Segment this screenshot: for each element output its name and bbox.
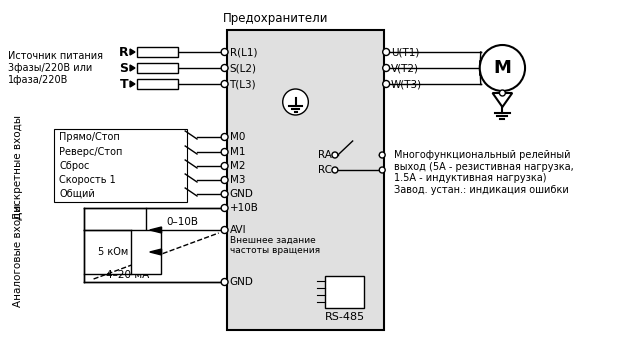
Bar <box>325 276 365 308</box>
Text: Прямо/Стоп: Прямо/Стоп <box>59 132 120 142</box>
Text: M0: M0 <box>229 132 245 142</box>
Circle shape <box>221 226 228 234</box>
Text: S(L2): S(L2) <box>229 63 257 73</box>
Text: S: S <box>119 62 128 75</box>
Text: GND: GND <box>229 189 254 199</box>
Circle shape <box>221 176 228 184</box>
Text: RA: RA <box>318 150 332 160</box>
Text: Аналоговые входы: Аналоговые входы <box>13 203 23 307</box>
Circle shape <box>332 152 338 158</box>
Text: RS-485: RS-485 <box>325 312 365 322</box>
Text: R: R <box>118 45 128 59</box>
Text: Скорость 1: Скорость 1 <box>59 175 116 185</box>
Text: Внешнее задание
частоты вращения: Внешнее задание частоты вращения <box>229 236 320 255</box>
Text: 4–20 мА: 4–20 мА <box>107 270 149 280</box>
Circle shape <box>221 204 228 212</box>
Circle shape <box>283 89 308 115</box>
Text: 5 кОм: 5 кОм <box>98 247 128 257</box>
Text: M: M <box>494 59 512 77</box>
Circle shape <box>221 49 228 55</box>
Text: T: T <box>120 77 128 90</box>
Text: U(T1): U(T1) <box>391 47 420 57</box>
Circle shape <box>221 279 228 285</box>
Text: Реверс/Стоп: Реверс/Стоп <box>59 147 123 157</box>
Bar <box>54 129 187 202</box>
Text: M2: M2 <box>229 161 245 171</box>
Text: R(L1): R(L1) <box>229 47 257 57</box>
Text: RC: RC <box>318 165 332 175</box>
Polygon shape <box>130 65 135 71</box>
Bar <box>137 79 179 89</box>
Text: AVI: AVI <box>229 225 246 235</box>
Text: Источник питания
3фазы/220В или
1фаза/220В: Источник питания 3фазы/220В или 1фаза/22… <box>8 51 103 85</box>
Circle shape <box>221 134 228 140</box>
Text: Общий: Общий <box>59 189 95 199</box>
Circle shape <box>383 81 389 87</box>
Text: 0–10В: 0–10В <box>166 217 198 227</box>
Circle shape <box>379 152 385 158</box>
Text: GND: GND <box>229 277 254 287</box>
Text: V(T2): V(T2) <box>391 63 419 73</box>
Bar <box>226 30 384 330</box>
Circle shape <box>383 64 389 72</box>
Circle shape <box>221 190 228 198</box>
Text: W(T3): W(T3) <box>391 79 422 89</box>
Circle shape <box>379 167 385 173</box>
Bar <box>137 63 179 73</box>
Circle shape <box>480 45 525 91</box>
Polygon shape <box>150 227 162 233</box>
Bar <box>137 47 179 57</box>
Text: +10В: +10В <box>229 203 259 213</box>
Polygon shape <box>492 93 512 107</box>
Circle shape <box>500 90 505 96</box>
Circle shape <box>221 162 228 170</box>
Circle shape <box>383 49 389 55</box>
Bar <box>131 230 161 274</box>
Polygon shape <box>130 49 135 55</box>
Circle shape <box>221 149 228 156</box>
Text: M3: M3 <box>229 175 245 185</box>
Text: M1: M1 <box>229 147 245 157</box>
Text: T(L3): T(L3) <box>229 79 256 89</box>
Polygon shape <box>150 249 162 255</box>
Text: Предохранители: Предохранители <box>223 12 329 24</box>
Text: Многофункциональный релейный
выход (5А - резистивная нагрузка,
1.5А - индуктивна: Многофункциональный релейный выход (5А -… <box>394 150 574 195</box>
Circle shape <box>221 81 228 87</box>
Text: Дискретные входы: Дискретные входы <box>13 114 23 220</box>
Polygon shape <box>130 81 135 87</box>
Circle shape <box>221 64 228 72</box>
Text: Сброс: Сброс <box>59 161 89 171</box>
Circle shape <box>332 167 338 173</box>
